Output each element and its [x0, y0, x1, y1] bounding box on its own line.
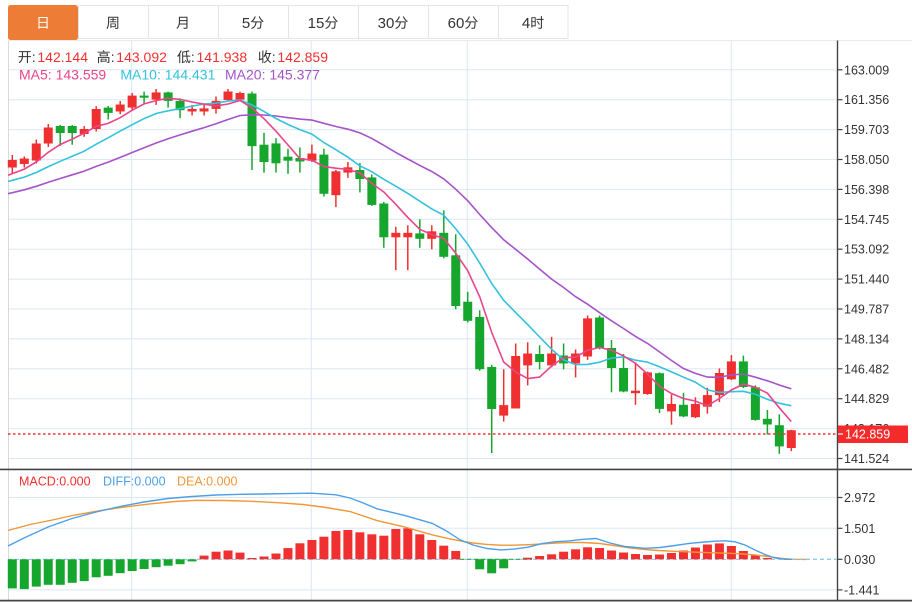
- svg-text:142.859: 142.859: [845, 428, 890, 442]
- svg-text::: :: [111, 49, 115, 65]
- svg-text:-1.441: -1.441: [844, 583, 879, 597]
- svg-text:154.745: 154.745: [844, 213, 889, 227]
- svg-text:156.398: 156.398: [844, 183, 889, 197]
- svg-text:30: 30: [378, 15, 395, 32]
- svg-text:144.829: 144.829: [844, 392, 889, 406]
- svg-text:0.030: 0.030: [844, 553, 875, 567]
- svg-text::: :: [272, 49, 276, 65]
- svg-text:146.482: 146.482: [844, 362, 889, 376]
- svg-text:158.050: 158.050: [844, 153, 889, 167]
- svg-text:MACD:0.000: MACD:0.000: [19, 475, 91, 489]
- svg-text:15: 15: [308, 15, 325, 32]
- svg-text:161.356: 161.356: [844, 93, 889, 107]
- svg-text:153.092: 153.092: [844, 243, 889, 257]
- svg-text:5: 5: [242, 15, 250, 32]
- svg-text:141.938: 141.938: [197, 49, 248, 65]
- svg-text:60: 60: [448, 15, 465, 32]
- svg-text:159.703: 159.703: [844, 123, 889, 137]
- svg-text:142.144: 142.144: [37, 49, 88, 65]
- svg-text:DEA:0.000: DEA:0.000: [177, 475, 238, 489]
- svg-text:143.092: 143.092: [116, 49, 167, 65]
- svg-text:MA5: 143.559: MA5: 143.559: [19, 67, 106, 83]
- svg-text:DIFF:0.000: DIFF:0.000: [103, 475, 166, 489]
- svg-text:148.134: 148.134: [844, 332, 889, 346]
- svg-text:163.009: 163.009: [844, 63, 889, 77]
- svg-text:142.859: 142.859: [277, 49, 328, 65]
- svg-text:2.972: 2.972: [844, 491, 875, 505]
- svg-text::: :: [191, 49, 195, 65]
- svg-text:MA10: 144.431: MA10: 144.431: [120, 67, 215, 83]
- svg-text::: :: [32, 49, 36, 65]
- svg-text:141.524: 141.524: [844, 452, 889, 466]
- svg-text:1.501: 1.501: [844, 522, 875, 536]
- svg-text:151.440: 151.440: [844, 273, 889, 287]
- svg-text:MA20: 145.377: MA20: 145.377: [225, 67, 320, 83]
- svg-text:4: 4: [522, 15, 530, 32]
- svg-text:149.787: 149.787: [844, 303, 889, 317]
